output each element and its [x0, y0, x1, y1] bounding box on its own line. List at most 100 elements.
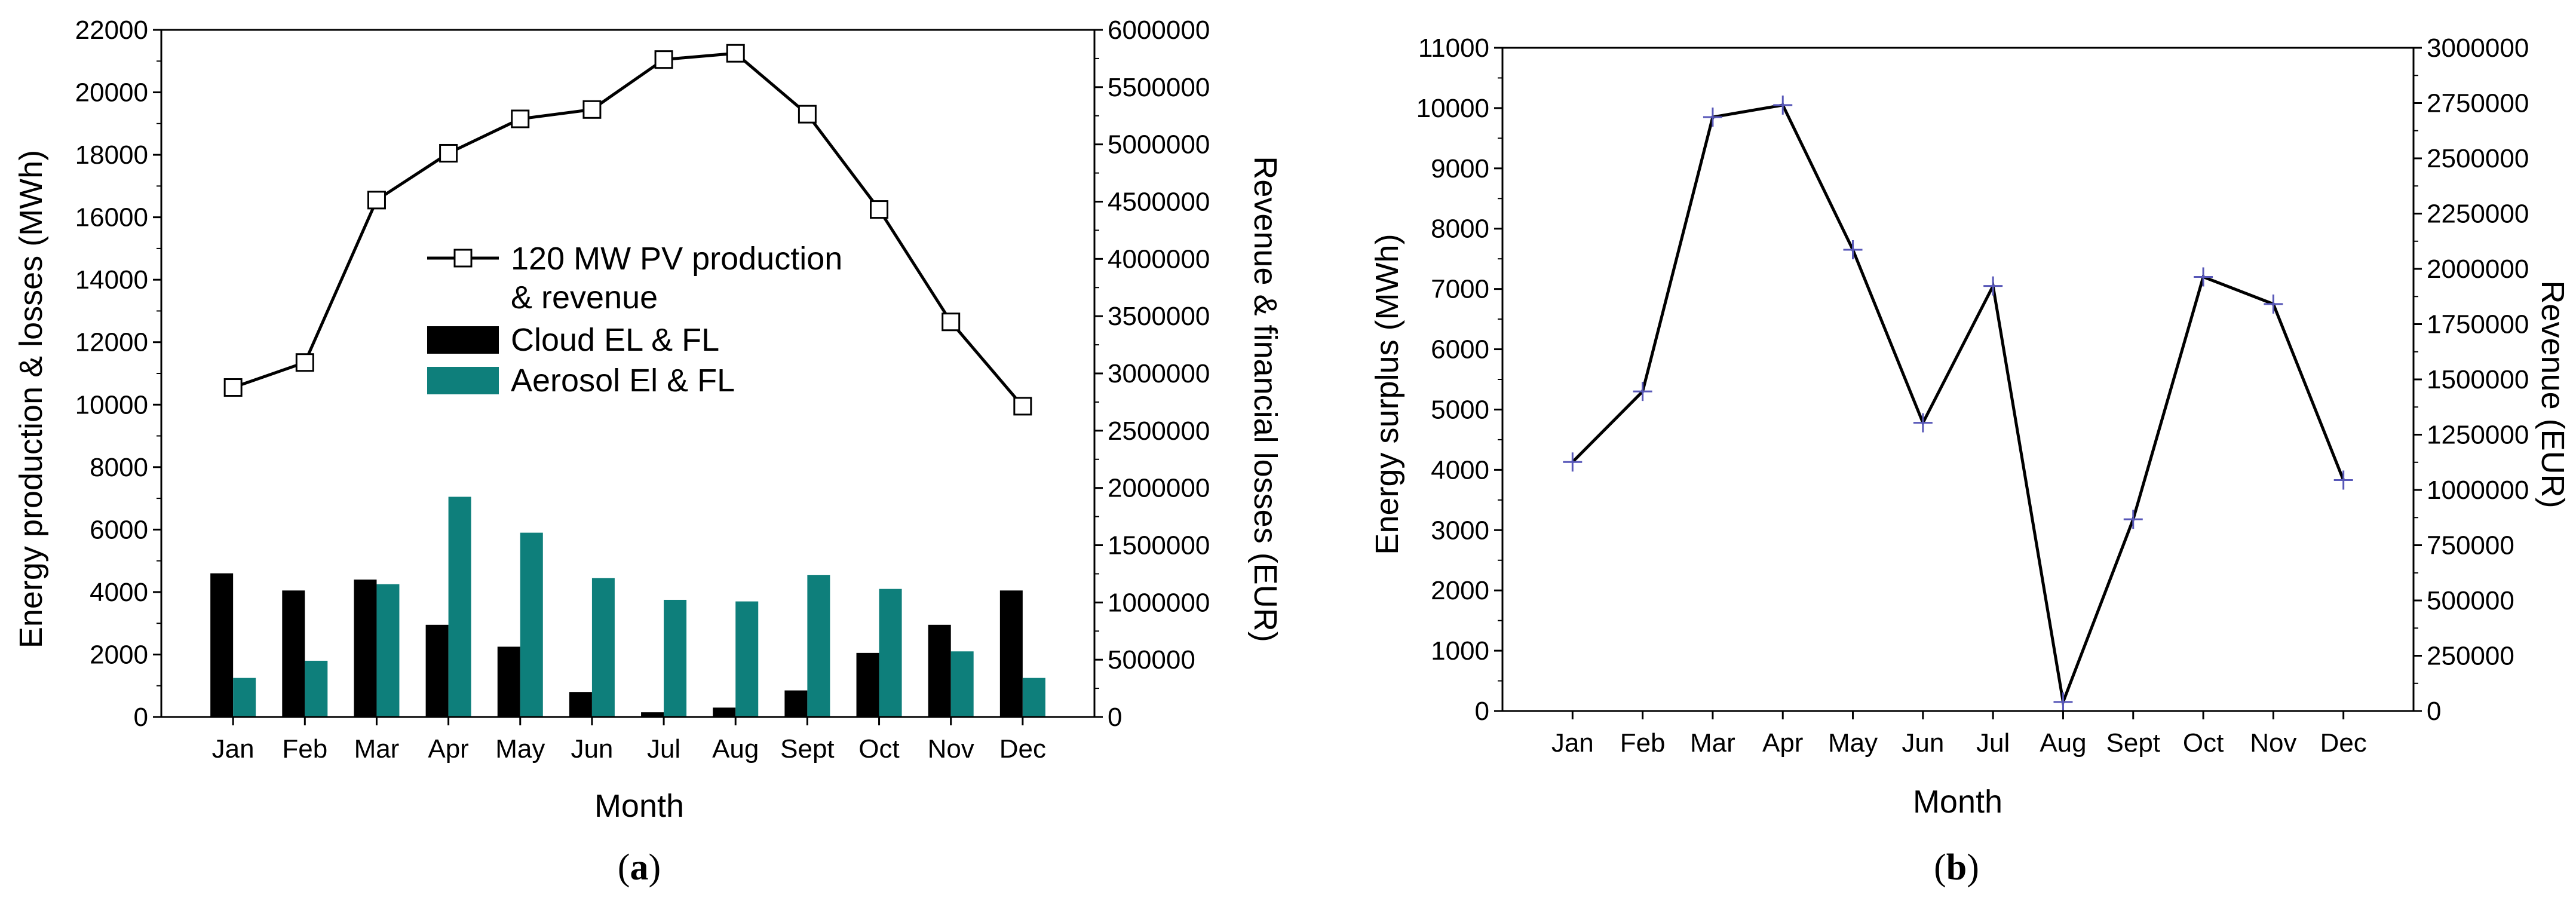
y2-tick-label: 2500000: [2427, 144, 2529, 173]
bar-cloud: [425, 624, 449, 717]
y2-tick-label: 500000: [2427, 586, 2514, 615]
bar-aerosol: [448, 497, 471, 717]
surplus-point: [2194, 267, 2213, 287]
y2-tick-label: 1750000: [2427, 310, 2529, 339]
x-tick-label: Feb: [1620, 728, 1666, 758]
pv-point: [1013, 397, 1032, 416]
y2-tick-label: 2750000: [2427, 89, 2529, 118]
x-tick-label: Apr: [1762, 728, 1803, 758]
pv-production-line: [232, 51, 1024, 407]
surplus-point: [1703, 108, 1722, 127]
x-tick-label: Nov: [928, 734, 974, 764]
y-tick-label: 14000: [75, 265, 148, 295]
surplus-point: [2264, 294, 2283, 314]
x-tick-label: Sept: [2106, 728, 2161, 758]
y-tick-label: 2000: [90, 640, 148, 669]
bar-cloud: [713, 707, 736, 717]
panel-b-y-axis-title: Energy surplus (MWh): [1369, 234, 1405, 554]
legend-cloud-swatch: [427, 326, 499, 354]
surplus-point: [1983, 276, 2003, 296]
legend-aerosol-label: Aerosol El & FL: [511, 363, 735, 399]
bar-cloud: [282, 590, 305, 717]
x-tick-label: Oct: [858, 734, 899, 764]
y2-tick-label: 3000000: [1108, 359, 1210, 388]
y2-tick-label: 1000000: [2427, 476, 2529, 505]
x-tick-label: Aug: [2040, 728, 2086, 758]
bar-aerosol: [233, 678, 256, 717]
bar-aerosol: [591, 578, 615, 717]
surplus-point: [1773, 95, 1793, 115]
bar-aerosol: [305, 660, 328, 717]
y-tick-label: 8000: [1431, 214, 1489, 244]
y2-tick-label: 1500000: [2427, 365, 2529, 394]
pv-point: [295, 353, 314, 372]
y-tick-label: 10000: [1416, 94, 1489, 123]
bar-aerosol: [950, 651, 974, 717]
y-tick-label: 2000: [1431, 576, 1489, 605]
panel-a-chart: 0 2000 4000 6000 8000 10000 12000 14000 16000 180…: [13, 16, 1283, 888]
x-tick-label: Jul: [647, 734, 680, 764]
x-tick-label: Jun: [1902, 728, 1944, 758]
legend-line-label: 120 MW PV production: [511, 241, 842, 277]
x-tick-label: Feb: [282, 734, 327, 764]
bar-aerosol: [879, 589, 902, 717]
y-tick-label: 1000: [1431, 636, 1489, 666]
y-tick-label: 6000: [90, 515, 148, 544]
legend-line-marker: [453, 249, 473, 268]
plot-frame: [1501, 47, 2415, 712]
x-tick-label: Mar: [1690, 728, 1735, 758]
y-tick-label: 4000: [1431, 455, 1489, 485]
legend-line-label-cont: & revenue: [511, 280, 658, 315]
bar-cloud: [784, 690, 808, 717]
y2-tick-label: 5000000: [1108, 130, 1210, 160]
surplus-point: [2333, 470, 2353, 490]
legend-cloud-label: Cloud EL & FL: [511, 322, 719, 358]
y-tick-label: 0: [1475, 697, 1489, 726]
x-tick-label: Dec: [2320, 728, 2367, 758]
panel-b-line-series: [1563, 95, 2353, 712]
pv-point: [582, 100, 602, 119]
legend-aerosol-swatch: [427, 367, 499, 394]
pv-point: [223, 378, 243, 397]
bar-aerosol: [1022, 678, 1045, 717]
panel-a-y-axis-title: Energy production & losses (MWh): [13, 150, 49, 648]
bar-aerosol: [520, 532, 543, 717]
y-tick-label: 4000: [90, 578, 148, 607]
x-tick-label: Jan: [1551, 728, 1594, 758]
panel-b-chart: 0 1000 2000 3000 4000 5000 6000 7000 8000 9000 100…: [1369, 33, 2571, 888]
y-tick-label: 16000: [75, 203, 148, 232]
panel-b-axes: 0 1000 2000 3000 4000 5000 6000 7000 8000 9000 100…: [1416, 33, 2529, 758]
pv-point: [798, 105, 817, 124]
pv-point: [439, 143, 458, 163]
bar-cloud: [569, 692, 592, 717]
panel-b-y2-axis-title: Revenue (EUR): [2535, 280, 2571, 508]
panel-a-legend: 120 MW PV production & revenue Cloud EL …: [427, 241, 842, 399]
y2-tick-label: 500000: [1108, 645, 1195, 675]
x-tick-label: Aug: [712, 734, 759, 764]
y2-tick-label: 4500000: [1108, 188, 1210, 217]
y2-tick-label: 2000000: [1108, 474, 1210, 503]
bar-cloud: [999, 590, 1023, 717]
y-tick-label: 5000: [1431, 395, 1489, 424]
y-tick-label: 22000: [75, 16, 148, 45]
y2-tick-label: 1000000: [1108, 588, 1210, 617]
y2-tick-label: 3500000: [1108, 302, 1210, 331]
panel-a-label: (a): [618, 847, 661, 888]
y2-tick-label: 6000000: [1108, 16, 1210, 45]
pv-point: [942, 312, 961, 332]
y-tick-label: 8000: [90, 453, 148, 482]
pv-point: [654, 50, 673, 69]
y-tick-label: 12000: [75, 328, 148, 357]
surplus-line: [1571, 103, 2345, 708]
surplus-point: [1633, 382, 1652, 402]
y2-tick-label: 250000: [2427, 642, 2514, 671]
y2-tick-label: 0: [2427, 697, 2441, 726]
bar-aerosol: [664, 599, 687, 717]
y-tick-label: 0: [134, 703, 148, 732]
x-tick-label: Jul: [1976, 728, 2010, 758]
bar-cloud: [928, 624, 951, 717]
surplus-point: [2123, 510, 2143, 529]
panel-a-y2-axis-title: Revenue & financial losses (EUR): [1247, 156, 1283, 642]
surplus-point: [1843, 240, 1863, 260]
